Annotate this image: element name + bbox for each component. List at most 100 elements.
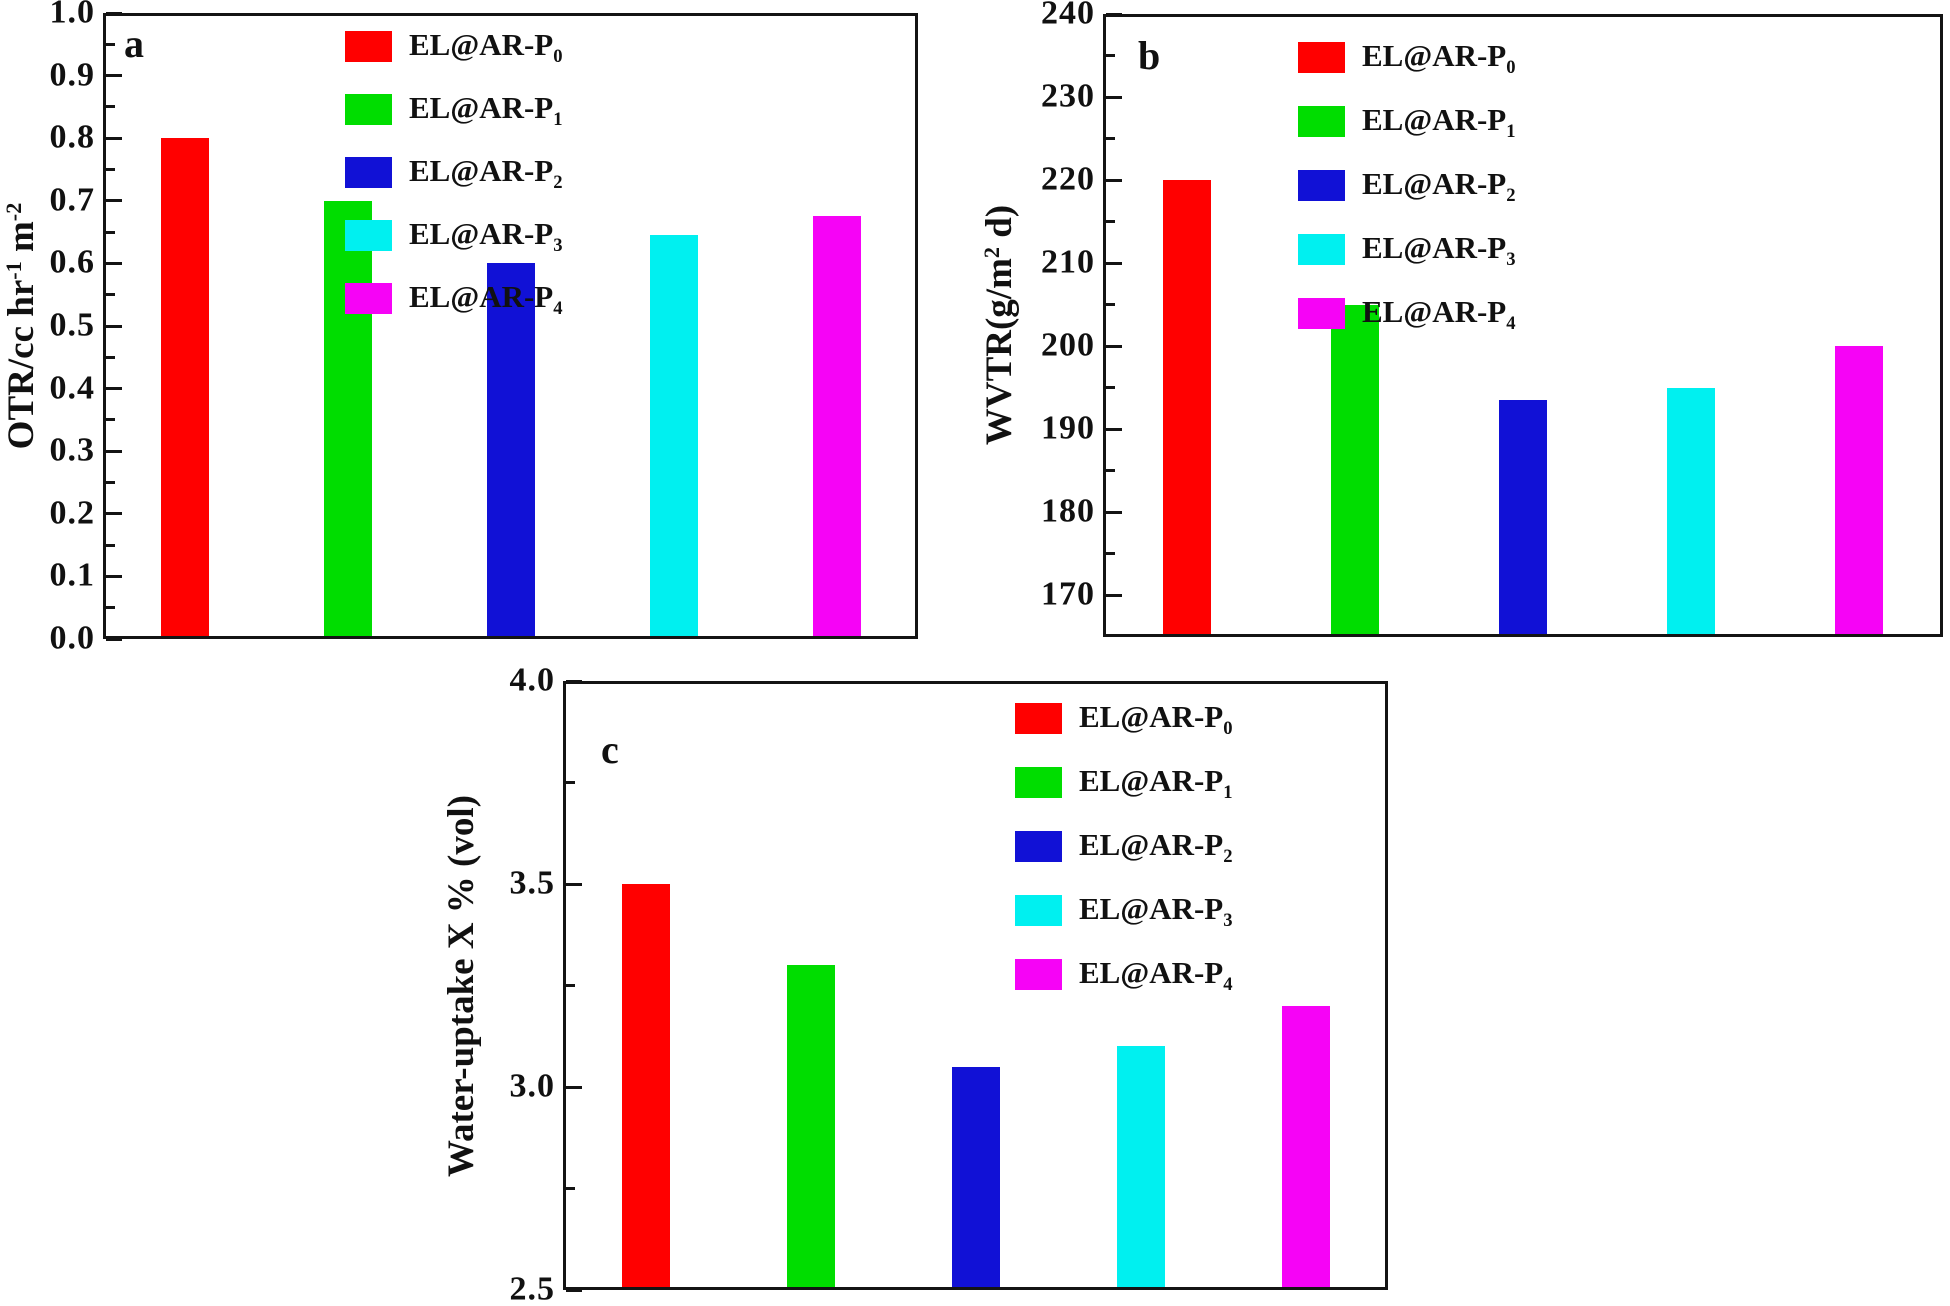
- subscript: 0: [1506, 57, 1516, 79]
- bar-el-ar-p3: [1667, 387, 1715, 634]
- legend-swatch-el-ar-p3: [1298, 234, 1345, 265]
- legend-item-el-ar-p0: EL@AR-P0: [1298, 37, 1516, 79]
- legend-item-el-ar-p0: EL@AR-P0: [1015, 698, 1233, 740]
- panel-label-b: b: [1138, 33, 1161, 78]
- y-axis-minor-tick: [106, 42, 115, 46]
- y-axis-tick-label: 0.5: [49, 306, 95, 344]
- legend-swatch-el-ar-p1: [345, 94, 392, 125]
- y-axis-major-tick: [1106, 593, 1122, 597]
- subscript: 3: [1506, 249, 1516, 271]
- y-axis-tick-label: 0.6: [49, 243, 95, 281]
- y-axis-major-tick: [1106, 178, 1122, 182]
- y-axis-tick-label: 170: [1041, 575, 1095, 613]
- legend-label-el-ar-p1: EL@AR-P1: [1362, 101, 1516, 143]
- legend-item-el-ar-p0: EL@AR-P0: [345, 26, 563, 68]
- subscript: 0: [1223, 718, 1233, 740]
- y-axis-major-tick: [1106, 12, 1122, 16]
- bar-el-ar-p1: [786, 965, 835, 1287]
- legend-swatch-el-ar-p4: [1298, 298, 1345, 329]
- legend-label-el-ar-p0: EL@AR-P0: [409, 26, 563, 68]
- y-axis-major-tick: [566, 882, 582, 886]
- subscript: 0: [553, 46, 563, 68]
- y-axis-minor-tick: [106, 355, 115, 359]
- legend-label-el-ar-p0: EL@AR-P0: [1079, 698, 1233, 740]
- legend-label-el-ar-p3: EL@AR-P3: [1079, 890, 1233, 932]
- y-axis-minor-tick: [1106, 386, 1115, 390]
- y-axis-tick-label: 0.4: [49, 368, 95, 406]
- y-axis-minor-tick: [1106, 303, 1115, 307]
- bar-el-ar-p2: [951, 1066, 1000, 1287]
- y-axis-tick-label: 2.5: [509, 1270, 555, 1306]
- bar-el-ar-p4: [1281, 1005, 1330, 1287]
- bar-el-ar-p0: [1163, 180, 1211, 634]
- y-axis-minor-tick: [106, 168, 115, 171]
- legend-swatch-el-ar-p2: [1298, 170, 1345, 201]
- bar-el-ar-p2: [486, 263, 535, 636]
- y-axis-major-tick: [106, 324, 122, 328]
- y-axis-minor-tick: [106, 230, 115, 234]
- subscript: 3: [1223, 910, 1233, 932]
- y-axis-minor-tick: [106, 481, 115, 484]
- y-axis-major-tick: [106, 449, 122, 453]
- legend-swatch-el-ar-p0: [1298, 42, 1345, 73]
- bar-el-ar-p3: [649, 235, 698, 636]
- y-axis-tick-label: 190: [1041, 409, 1095, 447]
- y-axis-major-tick: [566, 1085, 582, 1089]
- y-axis-tick-label: 3.5: [509, 864, 555, 902]
- legend-label-el-ar-p4: EL@AR-P4: [409, 278, 563, 320]
- bar-el-ar-p0: [160, 138, 209, 636]
- bar-el-ar-p1: [1331, 304, 1379, 634]
- subscript: 1: [553, 109, 563, 131]
- legend-swatch-el-ar-p3: [345, 220, 392, 251]
- y-axis-major-tick: [106, 512, 122, 516]
- y-axis-major-tick: [106, 387, 122, 391]
- legend-label-el-ar-p3: EL@AR-P3: [409, 215, 563, 257]
- y-axis-minor-tick: [106, 606, 115, 610]
- legend-swatch-el-ar-p1: [1298, 106, 1345, 137]
- y-axis-tick-label: 3.0: [509, 1067, 555, 1105]
- y-axis-tick-label: 240: [1041, 0, 1095, 32]
- y-axis-tick-label: 0.3: [49, 431, 95, 469]
- y-axis-tick-label: 0.0: [49, 619, 95, 657]
- y-axis-minor-tick: [1106, 469, 1115, 473]
- legend-swatch-el-ar-p2: [345, 157, 392, 188]
- bar-el-ar-p4: [1835, 346, 1883, 634]
- y-axis-minor-tick: [1106, 552, 1115, 556]
- y-axis-minor-tick: [106, 105, 115, 109]
- legend-swatch-el-ar-p4: [1015, 959, 1062, 990]
- y-axis-minor-tick: [106, 418, 115, 422]
- y-axis-tick-label: 0.2: [49, 494, 95, 532]
- y-axis-minor-tick: [566, 1187, 575, 1190]
- legend-swatch-el-ar-p2: [1015, 831, 1062, 862]
- y-axis-major-tick: [566, 1288, 582, 1292]
- subscript: 2: [1506, 185, 1516, 207]
- y-axis-tick-label: 4.0: [509, 661, 555, 699]
- y-axis-minor-tick: [1106, 54, 1115, 58]
- subscript: 2: [1223, 846, 1233, 868]
- y-axis-minor-tick: [566, 781, 575, 784]
- y-axis-major-tick: [106, 11, 122, 15]
- y-axis-major-tick: [106, 136, 122, 140]
- y-axis-tick-label: 0.1: [49, 556, 95, 594]
- y-axis-minor-tick: [106, 293, 115, 297]
- y-axis-major-tick: [1106, 344, 1122, 348]
- legend-label-el-ar-p2: EL@AR-P2: [1079, 826, 1233, 868]
- legend-label-el-ar-p0: EL@AR-P0: [1362, 37, 1516, 79]
- y-axis-label-c: Water-uptake X % (vol): [441, 795, 482, 1177]
- y-axis-minor-tick: [566, 984, 575, 987]
- panel-label-a: a: [124, 21, 144, 66]
- y-axis-major-tick: [106, 574, 122, 578]
- legend-item-el-ar-p3: EL@AR-P3: [1298, 229, 1516, 271]
- y-axis-major-tick: [106, 74, 122, 78]
- y-axis-major-tick: [566, 679, 582, 683]
- y-axis-major-tick: [1106, 510, 1122, 514]
- y-axis-tick-label: 200: [1041, 326, 1095, 364]
- y-axis-minor-tick: [1106, 220, 1115, 224]
- legend-label-el-ar-p3: EL@AR-P3: [1362, 229, 1516, 271]
- legend-label-el-ar-p4: EL@AR-P4: [1079, 954, 1233, 996]
- legend-item-el-ar-p3: EL@AR-P3: [345, 215, 563, 257]
- legend-label-el-ar-p1: EL@AR-P1: [1079, 762, 1233, 804]
- legend-item-el-ar-p2: EL@AR-P2: [1015, 826, 1233, 868]
- legend-item-el-ar-p1: EL@AR-P1: [1298, 101, 1516, 143]
